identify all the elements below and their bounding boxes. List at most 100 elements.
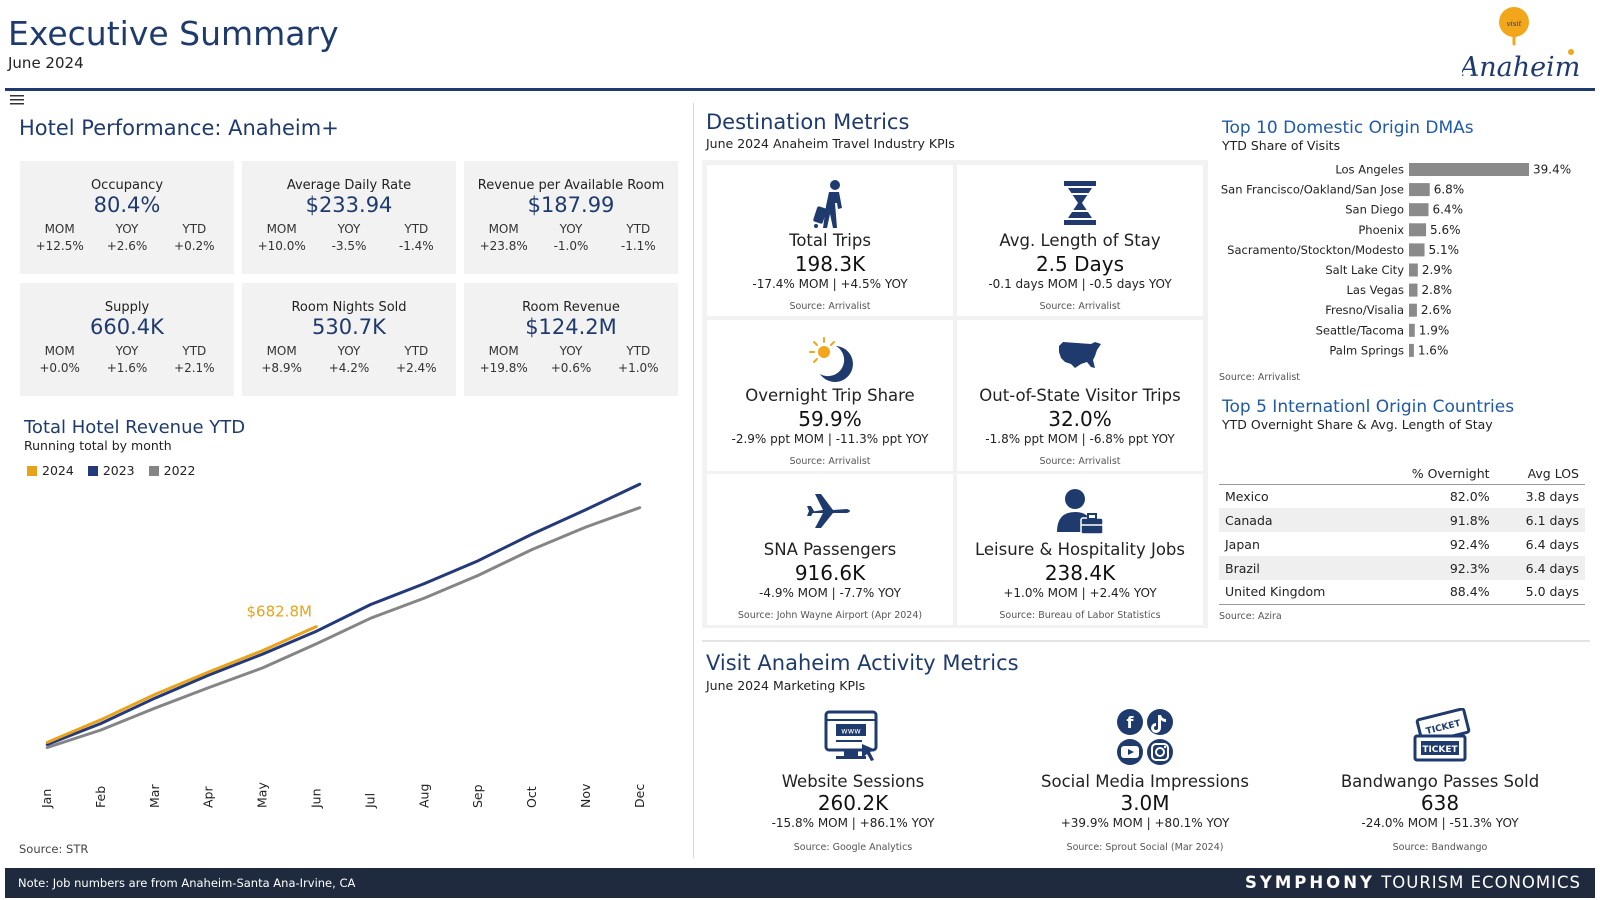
dma-bar-label: Las Vegas — [1347, 283, 1405, 297]
intl-los: 3.8 days — [1525, 488, 1579, 504]
activity-name: Website Sessions — [781, 772, 925, 791]
dma-bar — [1409, 283, 1418, 297]
activity-name: Social Media Impressions — [1041, 772, 1249, 791]
kpi-ytd: +2.4% — [396, 361, 437, 375]
x-tick-label: May — [255, 782, 270, 808]
intl-country: Brazil — [1219, 556, 1373, 580]
data-point-2022 — [45, 746, 49, 749]
kpi-label-mom: MOM — [266, 222, 297, 236]
metric-name: Total Trips — [789, 231, 871, 250]
intl-section-title: Top 5 Internationl Origin Countries — [1222, 397, 1515, 417]
x-tick-label: Jan — [39, 789, 54, 809]
kpi-ytd: +2.1% — [174, 361, 215, 375]
kpi-mom: +0.0% — [39, 361, 80, 375]
dma-bar — [1409, 203, 1429, 217]
dma-bar-value: 1.6% — [1418, 343, 1449, 357]
kpi-label-mom: MOM — [44, 222, 75, 236]
kpi-mom: +10.0% — [257, 239, 306, 253]
dma-bar-label: Palm Springs — [1329, 343, 1404, 357]
legend-label: 2024 — [42, 463, 74, 478]
dma-source: Source: Arrivalist — [1219, 372, 1301, 383]
hamburger-menu-icon[interactable] — [9, 93, 25, 107]
metric-name: Overnight Trip Share — [745, 386, 915, 405]
legend-item-2023: 2023 — [87, 463, 135, 478]
sun-moon-icon — [809, 337, 853, 382]
facebook-icon: f — [1117, 709, 1143, 735]
kpi-card-supply: Supply 660.4K MOM YOY YTD +0.0% +1.6% +2.1% — [20, 283, 234, 396]
kpi-label-yoy: YOY — [337, 222, 361, 236]
kpi-name: Supply — [104, 300, 150, 315]
dma-bar-label: Salt Lake City — [1325, 263, 1404, 277]
intl-los: 6.4 days — [1525, 536, 1579, 552]
activity-section-title: Visit Anaheim Activity Metrics — [706, 651, 1019, 675]
metric-change: -4.9% MOM | -7.7% YOY — [759, 586, 901, 600]
intl-country: United Kingdom — [1219, 580, 1373, 605]
x-tick-label: Oct — [524, 786, 539, 808]
kpi-card-room-nights: Room Nights Sold 530.7K MOM YOY YTD +8.9% +… — [242, 283, 456, 396]
intl-overnight: 82.0% — [1449, 488, 1490, 504]
destination-section-title: Destination Metrics — [706, 110, 910, 134]
data-point-2023 — [153, 696, 157, 700]
kpi-card-adr: Average Daily Rate $233.94 MOM YOY YTD +10… — [242, 161, 456, 274]
kpi-value: $233.94 — [305, 193, 393, 217]
data-point-2022 — [315, 642, 318, 646]
kpi-name: Occupancy — [90, 178, 164, 193]
dma-bar-label: Los Angeles — [1335, 163, 1404, 177]
kpi-label-mom: MOM — [488, 344, 519, 358]
hourglass-icon — [1064, 181, 1096, 225]
kpi-label-ytd: YTD — [626, 222, 651, 236]
kpi-label-ytd: YTD — [182, 222, 207, 236]
metric-value: 238.4K — [1044, 561, 1116, 585]
dma-bar-value: 6.4% — [1432, 203, 1463, 217]
intl-origin-table: % Overnight Avg LOS Mexico 82.0% 3.8 days … — [1219, 464, 1585, 605]
dma-bar-chart: Los Angeles 39.4% San Francisco/Oakland/Sa… — [1221, 163, 1571, 358]
kpi-ytd: +1.0% — [618, 361, 659, 375]
footer-note: Note: Job numbers are from Anaheim-Santa… — [18, 876, 356, 890]
kpi-ytd: -1.1% — [620, 239, 656, 253]
revenue-line-chart: $682.8M Jan Feb Mar Apr May Jun Jul Aug Sep Oct Nov… — [39, 482, 647, 809]
metric-change: -0.1 days MOM | -0.5 days YOY — [988, 277, 1172, 291]
intl-header-overnight: % Overnight — [1372, 464, 1496, 485]
legend-swatch — [27, 465, 37, 476]
metric-change: -17.4% MOM | +4.5% YOY — [752, 277, 908, 291]
data-point-2022 — [638, 506, 642, 509]
footer-brand-bold: SYMPHONY — [1245, 873, 1375, 892]
dma-bar-value: 1.9% — [1419, 323, 1450, 337]
kpi-mom: +19.8% — [479, 361, 528, 375]
activity-change: -24.0% MOM | -51.3% YOY — [1361, 816, 1519, 830]
page-date: June 2024 — [8, 54, 84, 72]
dma-bar — [1409, 303, 1417, 317]
kpi-label-ytd: YTD — [182, 344, 207, 358]
metric-name: Out-of-State Visitor Trips — [979, 386, 1181, 405]
table-row: Japan 92.4% 6.4 days — [1219, 532, 1585, 556]
header-divider — [5, 88, 1595, 91]
x-tick-label: Apr — [201, 786, 216, 808]
dma-bar-value: 5.6% — [1430, 223, 1461, 237]
kpi-value: $187.99 — [527, 193, 615, 217]
data-point-2023 — [530, 532, 534, 536]
ticket-text-front: TICKET — [1422, 745, 1458, 755]
metric-out-of-state-trips: Out-of-State Visitor Trips 32.0% -1.8% p… — [957, 320, 1203, 471]
dma-bar-value: 39.4% — [1533, 163, 1571, 177]
kpi-yoy: +4.2% — [328, 361, 370, 375]
legend-swatch — [87, 465, 98, 476]
dma-bar-value: 2.8% — [1422, 283, 1453, 297]
legend-item-2022: 2022 — [148, 463, 195, 478]
data-point-2023 — [315, 629, 318, 633]
legend-label: 2023 — [102, 463, 135, 478]
kpi-label-mom: MOM — [44, 344, 75, 358]
hotel-section-title: Hotel Performance: Anaheim+ — [19, 116, 339, 140]
dma-bar-label: Fresno/Visalia — [1325, 303, 1404, 317]
destination-metrics-grid: Total Trips 198.3K -17.4% MOM | +4.5% YO… — [702, 160, 1208, 628]
activity-source: Source: Bandwango — [1392, 842, 1488, 853]
intl-header-country — [1219, 464, 1373, 485]
intl-overnight: 92.3% — [1372, 556, 1496, 580]
kpi-yoy: +2.6% — [106, 239, 148, 253]
metric-overnight-trip-share: Overnight Trip Share 59.9% -2.9% ppt MOM… — [707, 320, 953, 471]
activity-bandwango-passes: TICKET TICKET Bandwango Passes Sold 638 … — [1290, 708, 1590, 853]
metric-change: -2.9% ppt MOM | -11.3% ppt YOY — [731, 432, 929, 446]
dma-bar — [1409, 223, 1427, 237]
data-label-annotation: $682.8M — [247, 603, 312, 621]
intl-header-los: Avg LOS — [1495, 464, 1585, 485]
data-point-2022 — [99, 728, 103, 732]
